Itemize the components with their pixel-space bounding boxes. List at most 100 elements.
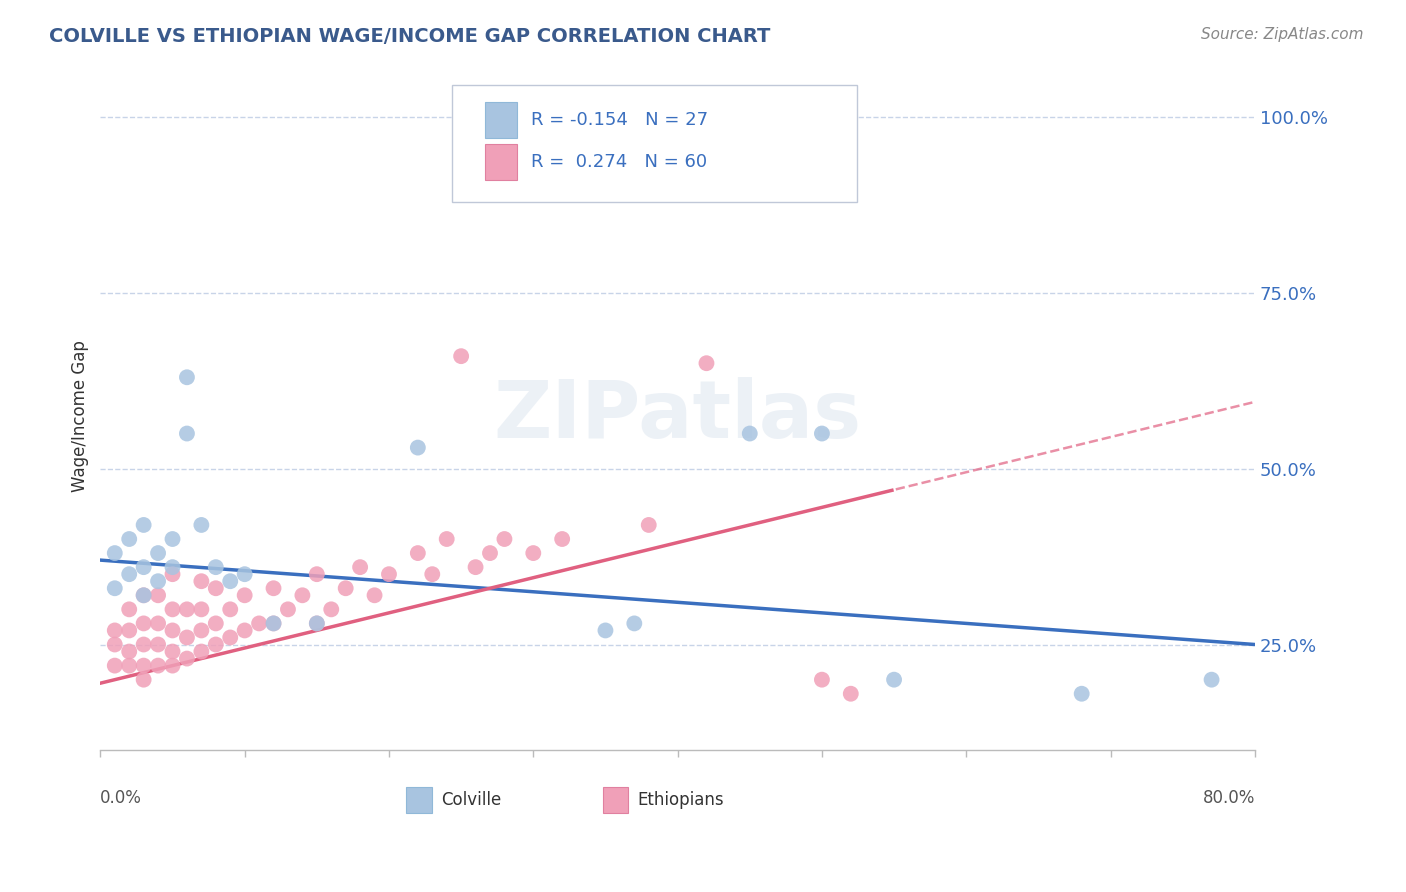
Point xyxy=(695,356,717,370)
Point xyxy=(233,588,256,602)
Point xyxy=(162,658,184,673)
Point xyxy=(146,574,169,589)
Point xyxy=(132,560,155,574)
Point xyxy=(132,638,155,652)
Point xyxy=(118,658,141,673)
Point xyxy=(494,532,516,546)
Text: Colville: Colville xyxy=(441,791,501,809)
Point xyxy=(190,574,212,589)
Point xyxy=(623,616,645,631)
Point xyxy=(349,560,371,574)
Text: 0.0%: 0.0% xyxy=(100,789,142,806)
Point xyxy=(176,602,198,616)
Point xyxy=(118,644,141,658)
FancyBboxPatch shape xyxy=(485,102,517,138)
Text: ZIPatlas: ZIPatlas xyxy=(494,377,862,455)
Point xyxy=(378,567,401,582)
Point xyxy=(1201,673,1223,687)
Point xyxy=(406,441,429,455)
Point xyxy=(104,658,127,673)
FancyBboxPatch shape xyxy=(406,788,432,813)
Point xyxy=(305,616,328,631)
Point xyxy=(104,581,127,595)
Point xyxy=(118,532,141,546)
Point xyxy=(162,644,184,658)
Text: R = -0.154   N = 27: R = -0.154 N = 27 xyxy=(531,111,709,129)
Point xyxy=(263,616,285,631)
Point xyxy=(277,602,299,616)
Point xyxy=(811,673,834,687)
Point xyxy=(104,638,127,652)
Point xyxy=(321,602,343,616)
Point xyxy=(132,616,155,631)
Point xyxy=(146,658,169,673)
Point xyxy=(263,581,285,595)
Point xyxy=(219,574,242,589)
Point xyxy=(219,602,242,616)
Point xyxy=(204,638,226,652)
Text: COLVILLE VS ETHIOPIAN WAGE/INCOME GAP CORRELATION CHART: COLVILLE VS ETHIOPIAN WAGE/INCOME GAP CO… xyxy=(49,27,770,45)
Point xyxy=(162,624,184,638)
Point xyxy=(162,567,184,582)
Point xyxy=(233,624,256,638)
Point xyxy=(464,560,486,574)
Point xyxy=(162,602,184,616)
Point xyxy=(190,624,212,638)
Point xyxy=(118,567,141,582)
Point xyxy=(146,638,169,652)
Point xyxy=(176,631,198,645)
Point xyxy=(132,588,155,602)
Point xyxy=(291,588,314,602)
Point xyxy=(637,518,659,533)
FancyBboxPatch shape xyxy=(485,144,517,180)
Point xyxy=(132,673,155,687)
Point xyxy=(233,567,256,582)
Point xyxy=(176,370,198,384)
Point xyxy=(146,616,169,631)
Point xyxy=(305,616,328,631)
Text: Ethiopians: Ethiopians xyxy=(637,791,724,809)
Point xyxy=(132,518,155,533)
Point xyxy=(204,560,226,574)
Point xyxy=(406,546,429,560)
Point xyxy=(305,567,328,582)
Point xyxy=(204,581,226,595)
Point xyxy=(190,644,212,658)
Point xyxy=(335,581,357,595)
Point xyxy=(551,532,574,546)
Point xyxy=(104,546,127,560)
Point xyxy=(883,673,905,687)
Point xyxy=(190,518,212,533)
Point xyxy=(204,616,226,631)
Point xyxy=(450,349,472,363)
Point xyxy=(839,687,862,701)
Point xyxy=(190,602,212,616)
Point xyxy=(479,546,502,560)
Text: 80.0%: 80.0% xyxy=(1202,789,1256,806)
Point xyxy=(176,426,198,441)
Point xyxy=(247,616,270,631)
Y-axis label: Wage/Income Gap: Wage/Income Gap xyxy=(72,340,89,491)
Point xyxy=(595,624,617,638)
Point xyxy=(738,426,761,441)
Point xyxy=(118,602,141,616)
Point xyxy=(219,631,242,645)
Point xyxy=(132,658,155,673)
Point xyxy=(118,624,141,638)
Point xyxy=(263,616,285,631)
Point xyxy=(363,588,385,602)
Point xyxy=(146,588,169,602)
Point xyxy=(132,588,155,602)
Point xyxy=(176,651,198,665)
FancyBboxPatch shape xyxy=(603,788,628,813)
Point xyxy=(104,624,127,638)
Text: R =  0.274   N = 60: R = 0.274 N = 60 xyxy=(531,153,707,171)
Point xyxy=(146,546,169,560)
FancyBboxPatch shape xyxy=(453,86,856,202)
Point xyxy=(162,560,184,574)
Point xyxy=(1070,687,1092,701)
Point xyxy=(522,546,544,560)
Point xyxy=(436,532,458,546)
Text: Source: ZipAtlas.com: Source: ZipAtlas.com xyxy=(1201,27,1364,42)
Point xyxy=(811,426,834,441)
